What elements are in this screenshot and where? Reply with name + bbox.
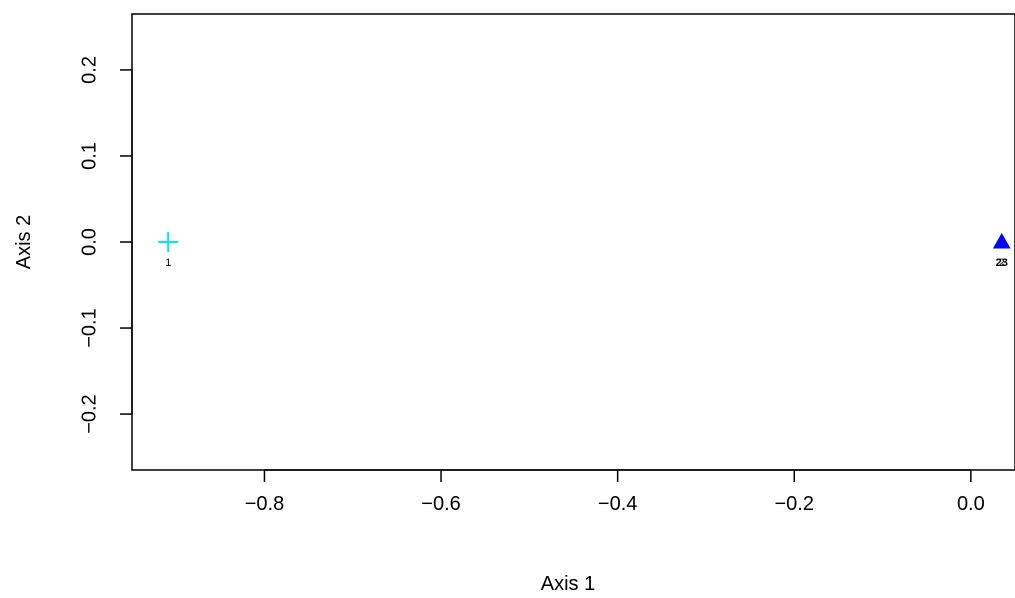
y-axis-label: Axis 2 [13, 215, 35, 269]
point-label: 2 [999, 257, 1005, 269]
point-label: 23 [996, 257, 1008, 269]
y-tick-label: 0.1 [78, 142, 100, 170]
y-tick-label: −0.1 [78, 308, 100, 347]
x-tick-label: 0.0 [957, 493, 985, 515]
point-label: 1 [165, 257, 171, 269]
data-points: 1 223 [158, 232, 1011, 269]
x-tick-label: −0.8 [245, 493, 284, 515]
x-axis-label: Axis 1 [541, 573, 595, 595]
triangle-marker [992, 232, 1011, 249]
x-tick-label: −0.6 [421, 493, 460, 515]
x-axis: −0.8 −0.6 −0.4 −0.2 0.0 [245, 469, 985, 515]
plot-frame [131, 13, 1015, 471]
y-axis: −0.2 −0.1 0.0 0.1 0.2 [78, 56, 133, 434]
y-tick-label: 0.2 [78, 56, 100, 84]
x-tick-label: −0.4 [598, 493, 637, 515]
y-tick-label: 0.0 [78, 228, 100, 256]
x-tick-label: −0.2 [775, 493, 814, 515]
plus-marker [158, 232, 179, 252]
y-tick-label: −0.2 [78, 394, 100, 433]
